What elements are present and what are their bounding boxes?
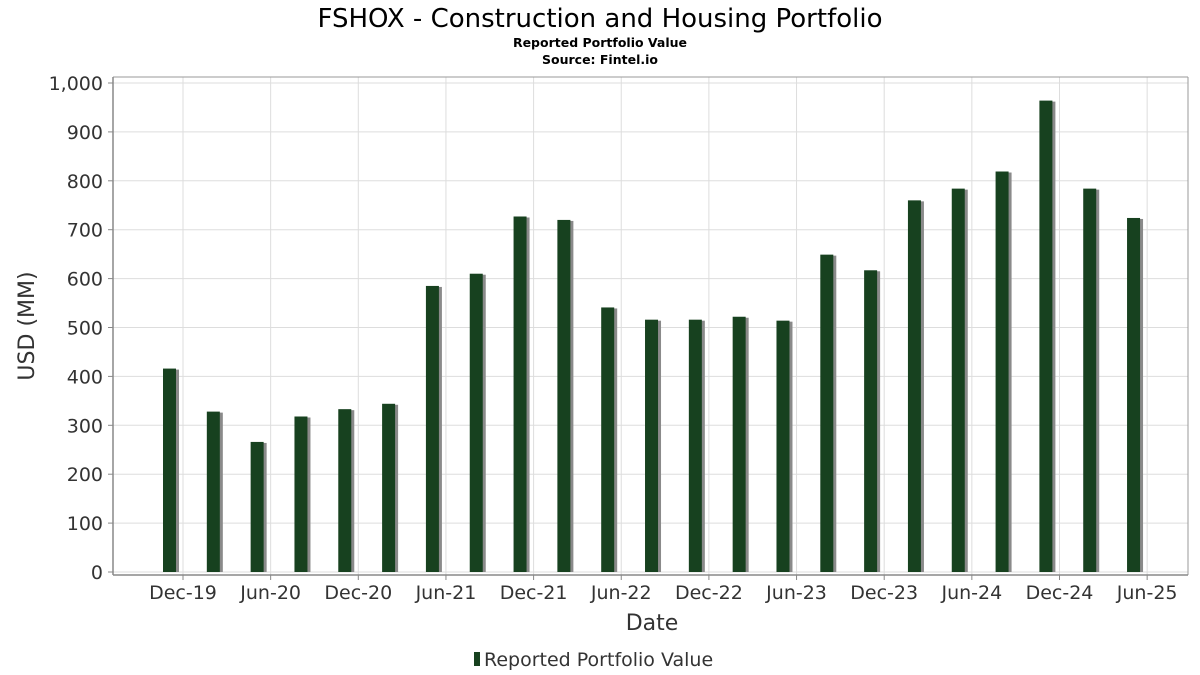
bar [294, 416, 308, 572]
bar [951, 188, 965, 572]
x-tick-label: Jun-24 [940, 582, 1002, 604]
x-tick-label: Dec-20 [324, 582, 392, 604]
x-tick-label: Jun-23 [765, 582, 827, 604]
legend-swatch [474, 652, 480, 666]
bar [1039, 100, 1053, 572]
bar [250, 441, 264, 572]
bar [513, 216, 527, 572]
bar [1083, 188, 1097, 572]
bar [557, 219, 571, 573]
bar [425, 285, 439, 572]
y-tick-label: 900 [67, 122, 103, 144]
bar [382, 403, 396, 572]
y-tick-label: 600 [67, 269, 103, 291]
chart-title: FSHOX - Construction and Housing Portfol… [318, 4, 883, 34]
bar [995, 171, 1009, 572]
y-axis-label: USD (MM) [15, 271, 40, 380]
axes [108, 76, 1189, 580]
bar [645, 319, 659, 572]
y-tick-labels: 0 100 200 300 400 500 600 700 800 900 1,000 [49, 73, 103, 584]
legend: Reported Portfolio Value [474, 649, 713, 671]
y-tick-label: 300 [67, 415, 103, 437]
y-tick-label: 0 [91, 562, 103, 584]
x-tick-label: Jun-25 [1116, 582, 1178, 604]
bar [469, 273, 483, 572]
x-tick-labels: Dec-19 Jun-20 Dec-20 Jun-21 Dec-21 Jun-22 Dec-… [149, 582, 1177, 604]
legend-label: Reported Portfolio Value [484, 649, 713, 671]
y-tick-label: 500 [67, 318, 103, 340]
bar [688, 319, 702, 572]
bar [601, 307, 615, 572]
bar [338, 409, 352, 572]
x-axis-label: Date [626, 611, 679, 636]
y-tick-label: 1,000 [49, 73, 103, 95]
x-tick-label: Jun-20 [239, 582, 301, 604]
x-tick-label: Dec-19 [149, 582, 217, 604]
bar [864, 270, 878, 572]
bar [820, 254, 834, 572]
y-tick-label: 800 [67, 171, 103, 193]
bar [1127, 217, 1141, 573]
x-tick-label: Jun-21 [415, 582, 477, 604]
bars [163, 100, 1144, 573]
bar [776, 320, 790, 572]
bar [732, 316, 746, 572]
bar [206, 411, 220, 572]
bar [163, 368, 176, 572]
chart-source: Source: Fintel.io [542, 52, 658, 67]
x-tick-label: Dec-21 [500, 582, 568, 604]
y-tick-label: 700 [67, 220, 103, 242]
y-tick-label: 400 [67, 366, 103, 388]
y-tick-label: 100 [67, 513, 103, 535]
x-tick-label: Jun-22 [590, 582, 652, 604]
x-tick-label: Dec-24 [1026, 582, 1094, 604]
chart-subtitle: Reported Portfolio Value [513, 35, 687, 50]
x-tick-label: Dec-23 [850, 582, 918, 604]
x-tick-label: Dec-22 [675, 582, 743, 604]
y-tick-label: 200 [67, 464, 103, 486]
bar [907, 200, 921, 573]
